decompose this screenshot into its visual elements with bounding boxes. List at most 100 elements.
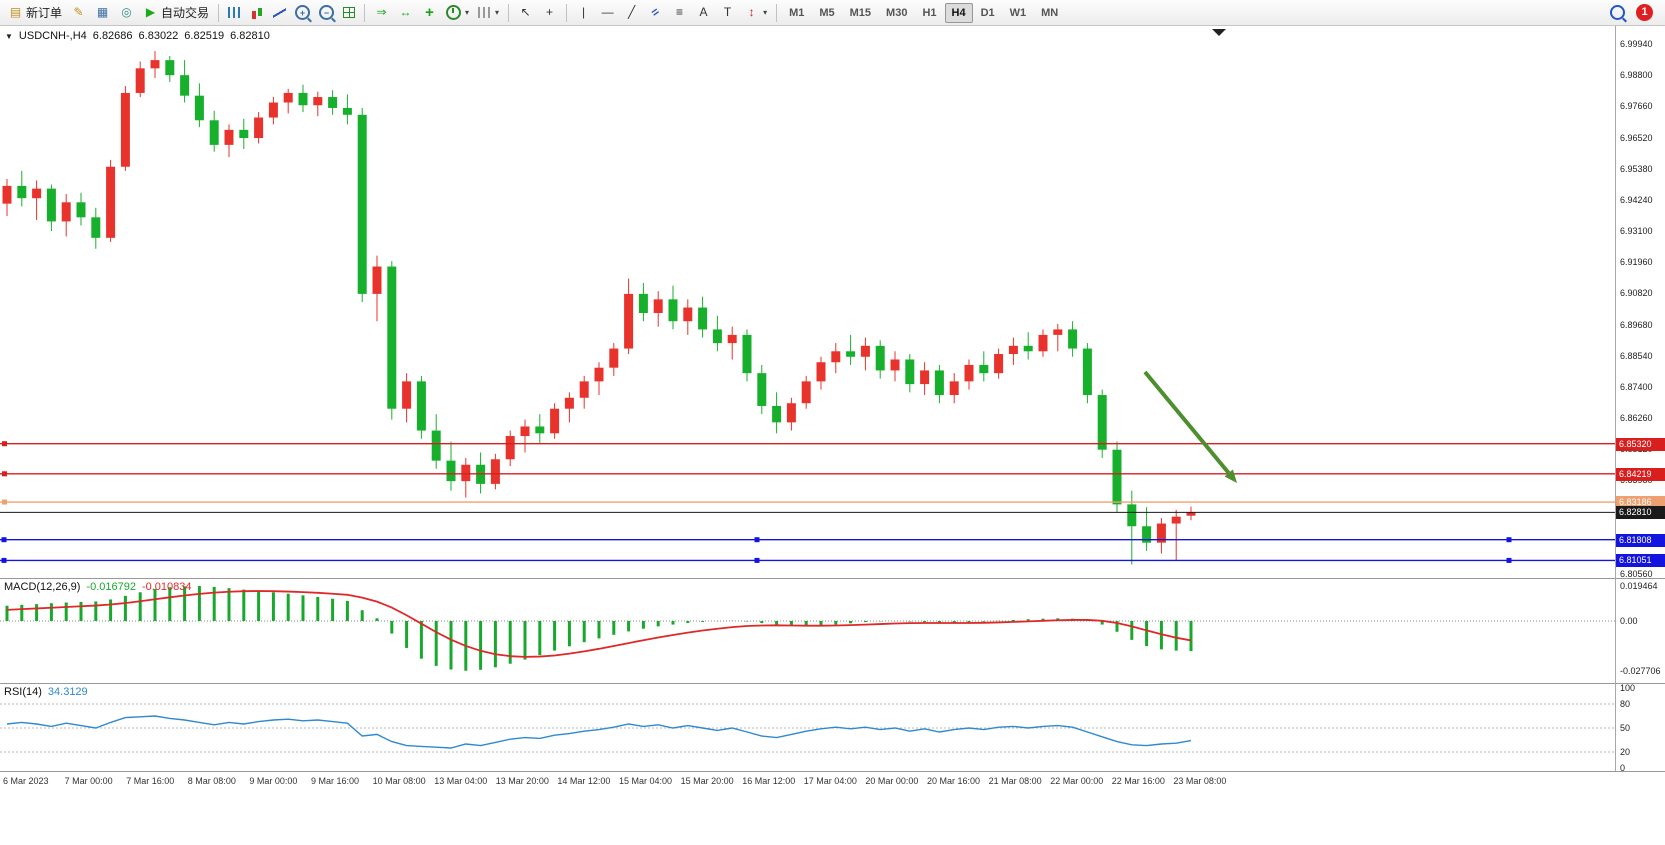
timeframe-d1-button[interactable]: D1 bbox=[974, 3, 1002, 23]
rsi-axis-label: 20 bbox=[1620, 747, 1631, 757]
candle bbox=[757, 364, 767, 415]
timeframe-w1-button[interactable]: W1 bbox=[1003, 3, 1034, 23]
auto-scroll-button[interactable]: ⇒ bbox=[370, 2, 393, 24]
horizontal-line-button[interactable]: — bbox=[596, 2, 619, 24]
fibonacci-retracement-button[interactable]: ≡ bbox=[668, 2, 691, 24]
new-order-button[interactable]: ▤ 新订单 bbox=[4, 2, 66, 24]
autotrading-label: 自动交易 bbox=[161, 6, 210, 20]
cursor-button[interactable]: ↖ bbox=[514, 2, 537, 24]
line-handle[interactable] bbox=[1506, 537, 1512, 543]
equidistant-channel-button[interactable]: = bbox=[644, 2, 667, 24]
time-axis-label: 6 Mar 2023 bbox=[3, 776, 49, 786]
candle bbox=[1068, 321, 1078, 357]
rsi-axis-label: 50 bbox=[1620, 723, 1631, 733]
rsi-pane[interactable]: RSI(14) 34.3129 bbox=[0, 683, 1665, 771]
candlestick-chart-button[interactable] bbox=[246, 2, 268, 24]
candle bbox=[564, 392, 574, 423]
time-axis-label: 8 Mar 08:00 bbox=[187, 776, 236, 786]
arrows-button[interactable]: ↕ ▾ bbox=[740, 2, 771, 24]
zoom-out-button[interactable]: − bbox=[315, 2, 338, 24]
line-handle[interactable] bbox=[1, 557, 7, 563]
price-axis-label: 6.99940 bbox=[1620, 39, 1653, 49]
zoom-in-button[interactable]: + bbox=[291, 2, 314, 24]
notification-badge[interactable]: 1 bbox=[1636, 4, 1653, 21]
candle bbox=[298, 84, 308, 113]
resistance-line[interactable] bbox=[0, 471, 1615, 477]
support-line[interactable] bbox=[0, 557, 1615, 563]
time-axis-label: 7 Mar 16:00 bbox=[126, 776, 175, 786]
text-label-button[interactable]: T bbox=[716, 2, 739, 24]
line-handle[interactable] bbox=[2, 499, 7, 505]
navigator-icon: ◎ bbox=[121, 5, 132, 19]
chart-shift-button[interactable]: ↔ bbox=[394, 2, 417, 24]
crosshair-button[interactable]: + bbox=[538, 2, 561, 24]
down-arrow-annotation[interactable] bbox=[1143, 370, 1237, 483]
line-handle[interactable] bbox=[2, 441, 7, 447]
search-button[interactable] bbox=[1606, 2, 1629, 24]
candle bbox=[106, 159, 116, 242]
price-axis-label: 6.93100 bbox=[1620, 226, 1653, 237]
price-chart-canvas[interactable] bbox=[0, 26, 1615, 578]
price-axis-label: 6.86260 bbox=[1620, 413, 1653, 424]
navigator-button[interactable]: ◎ bbox=[115, 2, 138, 24]
candle bbox=[875, 340, 885, 379]
time-axis-label: 13 Mar 04:00 bbox=[434, 776, 488, 786]
timeframe-m30-button[interactable]: M30 bbox=[879, 3, 914, 23]
toolbar: ▤ 新订单 ✎ ▦ ◎ ▶ 自动交易 + − ⇒ ↔ + ▾ ▾ ↖ + | — ╱ = ≡ A T ↕ ▾ M1 M5 M15 M30… bbox=[0, 0, 1665, 26]
text-icon: A bbox=[699, 5, 708, 19]
chart-area: ▼ USDCNH-,H4 6.82686 6.83022 6.82519 6.8… bbox=[0, 26, 1665, 845]
candle bbox=[357, 107, 367, 303]
chart-shift-icon: ↔ bbox=[399, 5, 412, 19]
low-value: 6.82519 bbox=[184, 30, 225, 42]
price-axis[interactable]: 6.99940 6.98800 6.97660 6.96520 6.95380 6.942… bbox=[1615, 26, 1665, 773]
timeframe-m15-button[interactable]: M15 bbox=[843, 3, 878, 23]
periods-button[interactable]: ▾ bbox=[442, 2, 473, 24]
support-line[interactable] bbox=[0, 499, 1615, 505]
time-axis-label: 20 Mar 00:00 bbox=[865, 776, 919, 786]
candle bbox=[461, 457, 471, 498]
text-button[interactable]: A bbox=[692, 2, 715, 24]
price-axis-label: 6.90820 bbox=[1620, 288, 1653, 299]
time-axis-label: 21 Mar 08:00 bbox=[988, 776, 1042, 786]
rsi-name: RSI(14) bbox=[4, 686, 42, 698]
macd-pane[interactable]: MACD(12,26,9) -0.016792 -0.010834 bbox=[0, 578, 1665, 683]
line-handle[interactable] bbox=[1506, 557, 1512, 563]
timeframe-mn-button[interactable]: MN bbox=[1034, 3, 1065, 23]
chart-shift-marker[interactable] bbox=[1212, 29, 1226, 36]
timeframe-h1-button[interactable]: H1 bbox=[915, 3, 943, 23]
resistance-line[interactable] bbox=[0, 441, 1615, 447]
line-handle[interactable] bbox=[754, 537, 760, 543]
bar-chart-button[interactable] bbox=[224, 2, 245, 24]
metaeditor-button[interactable]: ✎ bbox=[67, 2, 90, 24]
vertical-line-button[interactable]: | bbox=[572, 2, 595, 24]
price-level-badge: 6.83186 bbox=[1616, 496, 1665, 510]
timeframe-m5-button[interactable]: M5 bbox=[812, 3, 841, 23]
candle bbox=[860, 337, 870, 371]
time-axis-label: 13 Mar 20:00 bbox=[495, 776, 549, 786]
candle bbox=[772, 392, 782, 434]
trendline-button[interactable]: ╱ bbox=[620, 2, 643, 24]
candle bbox=[431, 414, 441, 469]
close-value: 6.82810 bbox=[230, 30, 270, 42]
line-chart-button[interactable] bbox=[269, 2, 290, 24]
indicators-button[interactable]: + bbox=[418, 2, 441, 24]
rsi-chart-canvas[interactable] bbox=[0, 684, 1615, 771]
candle bbox=[17, 170, 27, 207]
time-axis[interactable]: 6 Mar 2023 7 Mar 00:00 7 Mar 16:00 8 Mar 08… bbox=[0, 771, 1665, 791]
market-watch-button[interactable]: ▦ bbox=[91, 2, 114, 24]
autotrading-button[interactable]: ▶ 自动交易 bbox=[139, 2, 213, 24]
price-pane[interactable]: ▼ USDCNH-,H4 6.82686 6.83022 6.82519 6.8… bbox=[0, 26, 1665, 578]
one-click-trading-toggle[interactable]: ▼ bbox=[5, 31, 13, 41]
line-handle[interactable] bbox=[2, 471, 7, 477]
autotrading-icon: ▶ bbox=[145, 5, 156, 19]
macd-chart-canvas[interactable] bbox=[0, 579, 1615, 683]
templates-button[interactable]: ▾ bbox=[474, 2, 503, 24]
time-axis-label: 22 Mar 16:00 bbox=[1111, 776, 1165, 786]
timeframe-m1-button[interactable]: M1 bbox=[782, 3, 811, 23]
line-handle[interactable] bbox=[754, 557, 760, 563]
timeframe-h4-button[interactable]: H4 bbox=[944, 2, 973, 23]
tile-windows-button[interactable] bbox=[339, 2, 359, 24]
support-line[interactable] bbox=[0, 537, 1615, 543]
line-handle[interactable] bbox=[1, 537, 7, 543]
